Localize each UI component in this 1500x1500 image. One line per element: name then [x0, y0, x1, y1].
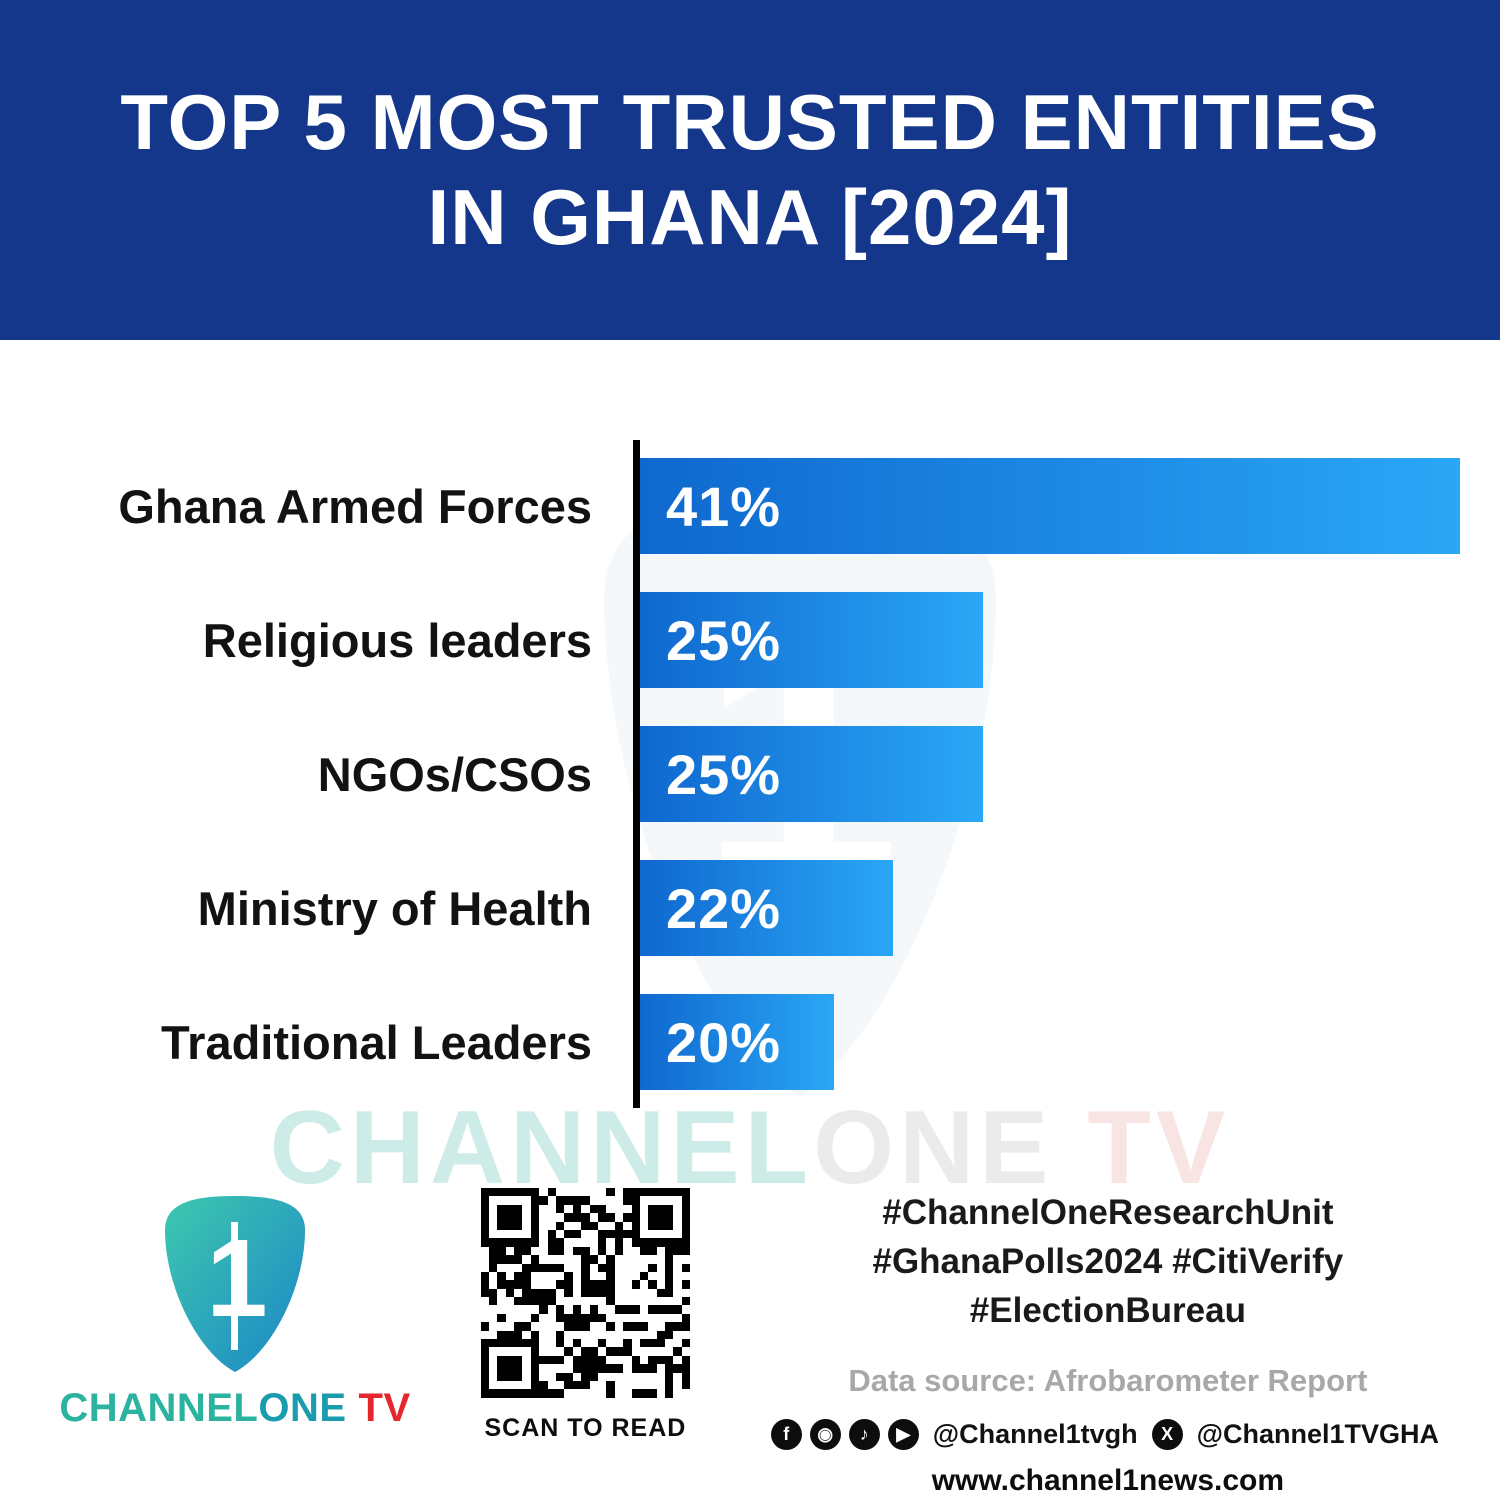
svg-text:1: 1	[206, 1217, 267, 1340]
value-label: 20%	[666, 1010, 782, 1074]
qr-caption: SCAN TO READ	[484, 1413, 687, 1442]
value-label: 25%	[666, 608, 782, 672]
website-url[interactable]: www.channel1news.com	[931, 1464, 1285, 1497]
tiktok-icon[interactable]: ♪	[848, 1419, 880, 1450]
bar: 25%	[640, 592, 983, 688]
bar-track: 41%	[640, 458, 1460, 554]
qr-block: SCAN TO READ	[470, 1188, 701, 1443]
footer-meta: #ChannelOneResearchUnit #GhanaPolls2024 …	[701, 1188, 1445, 1498]
category-label: Ministry of Health	[197, 881, 592, 935]
bar: 20%	[640, 994, 834, 1090]
hashtags-line3: #ElectionBureau	[969, 1291, 1246, 1330]
chart-axis	[633, 440, 640, 1108]
chart-row: Traditional Leaders 20%	[0, 994, 1500, 1090]
hashtags: #ChannelOneResearchUnit #GhanaPolls2024 …	[771, 1188, 1445, 1335]
channel-watermark: CHANNELONE TV	[0, 1096, 1500, 1200]
youtube-icon[interactable]: ▶	[887, 1419, 919, 1450]
category-label: NGOs/CSOs	[317, 747, 592, 801]
watermark-tv: TV	[1053, 1090, 1231, 1206]
data-source: Data source: Afrobarometer Report	[848, 1363, 1368, 1398]
facebook-icon[interactable]: f	[770, 1419, 802, 1450]
qr-code	[480, 1188, 691, 1398]
value-label: 22%	[666, 876, 782, 940]
bar-track: 25%	[640, 726, 1460, 822]
x-icon[interactable]: X	[1151, 1419, 1183, 1450]
chart-row: Religious leaders 25%	[0, 592, 1500, 688]
chart-row: NGOs/CSOs 25%	[0, 726, 1500, 822]
watermark-one: ONE	[813, 1090, 1054, 1206]
bar-chart: Ghana Armed Forces 41% Religious leaders 25…	[0, 440, 1500, 1108]
footer: 1 CHANNELONE TV SCAN TO READ #ChannelOneR…	[0, 1188, 1500, 1498]
watermark-channel: CHANNEL	[269, 1090, 814, 1206]
bar-track: 22%	[640, 860, 1460, 956]
bar: 22%	[640, 860, 894, 956]
header-banner: TOP 5 MOST TRUSTED ENTITIES IN GHANA [20…	[0, 0, 1500, 340]
bar: 25%	[640, 726, 983, 822]
bar-track: 25%	[640, 592, 1460, 688]
brand-one: ONE	[258, 1386, 347, 1430]
page-title-line2: IN GHANA [2024]	[427, 173, 1073, 261]
value-label: 41%	[666, 474, 782, 538]
brand-tv: TV	[358, 1386, 411, 1430]
bar-track: 20%	[640, 994, 1460, 1090]
brand-wordmark: CHANNELONE TV	[59, 1386, 410, 1431]
category-label: Religious leaders	[202, 613, 592, 667]
chart-row: Ghana Armed Forces 41%	[0, 458, 1500, 554]
bar: 41%	[640, 458, 1460, 554]
channel-one-logo-mark: 1	[165, 1196, 305, 1372]
page-title: TOP 5 MOST TRUSTED ENTITIES IN GHANA [20…	[120, 75, 1379, 265]
category-label: Traditional Leaders	[161, 1015, 592, 1069]
channel-one-logo: 1 CHANNELONE TV	[55, 1188, 415, 1431]
hashtags-line1: #ChannelOneResearchUnit	[882, 1193, 1334, 1232]
chart-row: Ministry of Health 22%	[0, 860, 1500, 956]
value-label: 25%	[666, 742, 782, 806]
brand-channel: CHANNEL	[59, 1386, 259, 1430]
social-row: f ◉ ♪ ▶ @Channel1tvgh X @Channel1TVGHA	[770, 1419, 1445, 1450]
category-label: Ghana Armed Forces	[118, 479, 592, 533]
hashtags-line2: #GhanaPolls2024 #CitiVerify	[872, 1242, 1344, 1281]
social-handle-2[interactable]: @Channel1TVGHA	[1196, 1419, 1439, 1449]
page-title-line1: TOP 5 MOST TRUSTED ENTITIES	[120, 77, 1380, 166]
social-handle-1[interactable]: @Channel1tvgh	[932, 1419, 1138, 1449]
instagram-icon[interactable]: ◉	[809, 1419, 841, 1450]
